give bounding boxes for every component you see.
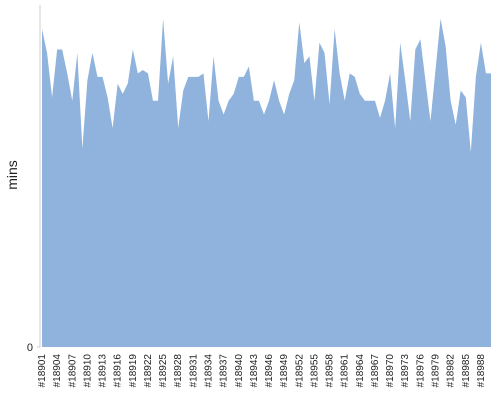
x-tick-label: #18970	[385, 354, 396, 388]
x-tick-label: #18976	[415, 354, 426, 388]
x-tick-label: #18934	[203, 354, 214, 388]
x-tick-label: #18985	[461, 354, 472, 388]
x-tick-label: #18958	[325, 354, 336, 388]
x-tick-label: #18937	[219, 354, 230, 388]
x-tick-label: #18973	[400, 354, 411, 388]
x-tick-label: #18982	[446, 354, 457, 388]
x-tick-label: #18946	[264, 354, 275, 388]
x-tick-label: #18916	[113, 354, 124, 388]
x-tick-label: #18919	[128, 354, 139, 388]
x-tick-label: #18964	[355, 354, 366, 388]
x-tick-label: #18904	[52, 354, 63, 388]
x-tick-label: #18907	[67, 354, 78, 388]
y-axis-label: mins	[4, 160, 20, 190]
x-tick-label: #18967	[370, 354, 381, 388]
x-tick-label: #18952	[294, 354, 305, 388]
x-tick-label: #18901	[37, 354, 48, 388]
x-tick-label: #18922	[143, 354, 154, 388]
x-tick-label: #18925	[158, 354, 169, 388]
x-tick-label: #18949	[279, 354, 290, 388]
x-tick-label: #18979	[431, 354, 442, 388]
x-tick-label: #18910	[82, 354, 93, 388]
x-tick-label: #18943	[249, 354, 260, 388]
y-tick-label: 0	[27, 342, 33, 354]
x-tick-label: #18988	[476, 354, 487, 388]
x-tick-label: #18961	[340, 354, 351, 388]
x-tick-label: #18931	[188, 354, 199, 388]
x-tick-label: #18928	[173, 354, 184, 388]
area	[42, 18, 491, 348]
x-tick-label: #18940	[234, 354, 245, 388]
x-tick-label: #18955	[309, 354, 320, 388]
x-tick-label: #18913	[98, 354, 109, 388]
